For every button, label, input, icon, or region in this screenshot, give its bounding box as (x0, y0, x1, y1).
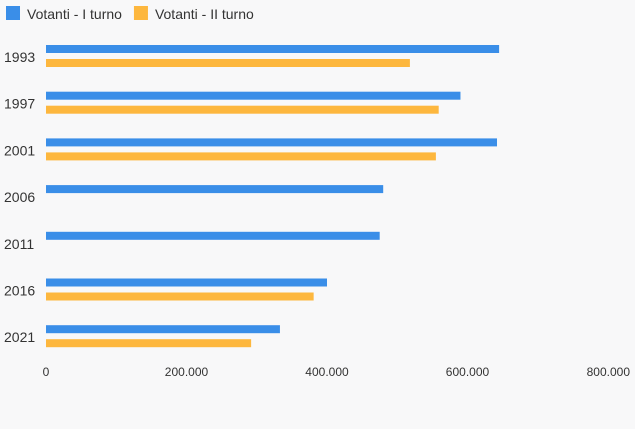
bars-group (46, 45, 500, 348)
bar-1993-series-1 (46, 45, 500, 53)
bar-2016-series-2 (46, 292, 314, 301)
bar-2021-series-1 (46, 325, 280, 334)
bar-1997-series-1 (46, 91, 461, 100)
category-label-1997: 1997 (4, 96, 35, 112)
x-tick-label: 200.000 (165, 365, 209, 379)
legend-label-1: Votanti - I turno (27, 6, 122, 22)
bar-2001-series-1 (46, 138, 498, 147)
category-labels: 1993 1997 2001 2006 2011 2016 2021 (4, 49, 35, 345)
bar-1997-series-2 (46, 105, 439, 114)
bar-2016-series-1 (46, 278, 327, 287)
category-label-2011: 2011 (4, 236, 34, 252)
category-label-2006: 2006 (4, 189, 35, 205)
bar-2006-series-1 (46, 185, 384, 194)
legend-swatch-1 (6, 6, 20, 20)
x-tick-label: 800.000 (587, 365, 631, 379)
category-label-2001: 2001 (4, 142, 35, 158)
bar-1993-series-2 (46, 59, 410, 67)
bar-2021-series-2 (46, 339, 252, 348)
x-tick-label: 0 (43, 365, 50, 379)
x-tick-label: 400.000 (305, 365, 349, 379)
legend-label-2: Votanti - II turno (155, 6, 254, 22)
bar-2001-series-2 (46, 152, 436, 161)
bar-2011-series-1 (46, 231, 380, 240)
legend-swatch-2 (133, 6, 148, 20)
category-label-2016: 2016 (4, 283, 35, 299)
x-tick-label: 600.000 (446, 365, 490, 379)
category-label-2021: 2021 (4, 329, 35, 345)
category-label-1993: 1993 (4, 49, 35, 65)
legend: Votanti - I turno Votanti - II turno (6, 6, 254, 22)
x-axis-ticks: 0 200.000 400.000 600.000 800.000 (43, 365, 631, 379)
